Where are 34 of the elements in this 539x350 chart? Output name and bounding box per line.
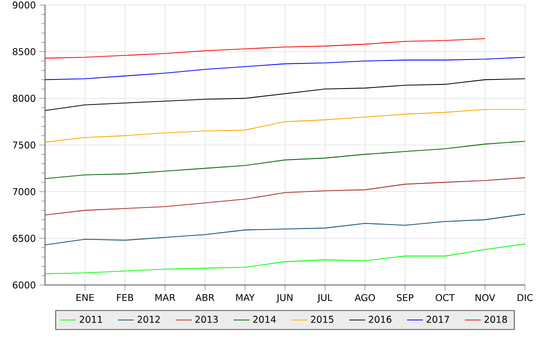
x-tick-label: OCT [436, 294, 455, 302]
line-series [44, 140, 526, 179]
x-tick-label: MAY [236, 294, 255, 301]
legend-label: 2011 [80, 316, 102, 323]
y-tick-label: 8000 [12, 94, 36, 102]
x-tick-label: DIC [518, 294, 533, 302]
line-series [44, 38, 486, 59]
legend-label: 2013 [195, 316, 218, 323]
line-series [44, 177, 526, 216]
legend-label: 2018 [484, 316, 507, 323]
legend-label: 2017 [426, 316, 449, 323]
x-tick-label: MAR [155, 294, 176, 301]
line-series [44, 244, 526, 274]
x-tick-label: ENE [76, 294, 94, 301]
legend-label: 2016 [368, 316, 392, 323]
y-tick-label: 8500 [12, 48, 36, 56]
line-series [44, 214, 526, 246]
x-tick-label: JUN [276, 294, 292, 303]
x-tick-label: AGO [354, 294, 375, 302]
y-tick-label: 6000 [12, 281, 36, 289]
x-tick-label: ABR [195, 294, 214, 301]
y-tick-label: 9000 [12, 1, 36, 9]
legend-label: 2015 [311, 316, 334, 323]
x-tick-label: FEB [117, 294, 134, 301]
y-tick-label: 6500 [12, 234, 36, 242]
x-tick-label: SEP [396, 294, 414, 302]
line-series [44, 109, 526, 143]
x-tick-label: NOV [476, 294, 496, 302]
legend-label: 2012 [138, 316, 160, 323]
legend-label: 2014 [253, 316, 276, 323]
line-series [44, 56, 526, 80]
y-tick-label: 7000 [12, 188, 36, 196]
y-tick-label: 7500 [12, 141, 36, 149]
x-tick-label: JUL [317, 294, 332, 303]
